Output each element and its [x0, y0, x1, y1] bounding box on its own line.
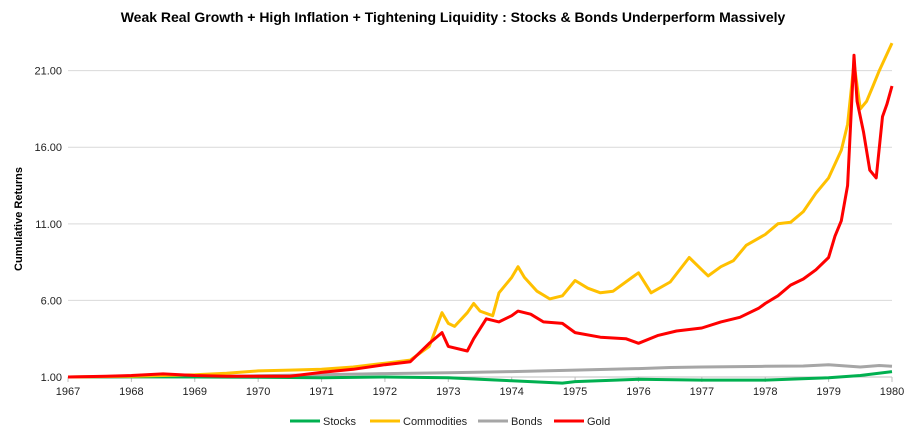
legend: Stocks Commodities Bonds Gold: [290, 416, 610, 428]
y-tick-label: 21.00: [34, 66, 62, 78]
y-tick-label: 1.00: [41, 372, 62, 384]
y-ticks: 1.00 6.00 11.00 16.00 21.00: [34, 66, 62, 384]
series-line-commodities: [67, 42, 894, 379]
y-axis-label: Cumulative Returns: [13, 167, 25, 271]
x-tick-label: 1973: [436, 386, 460, 398]
legend-label-gold: Gold: [587, 416, 610, 428]
series-lines: [67, 42, 894, 385]
x-tick-label: 1970: [246, 386, 270, 398]
x-tick-label: 1974: [499, 386, 523, 398]
legend-label-commodities: Commodities: [403, 416, 468, 428]
x-tick-label: 1976: [626, 386, 650, 398]
x-tick-label: 1971: [309, 386, 333, 398]
series-line-gold: [67, 53, 894, 379]
x-tick-label: 1969: [183, 386, 207, 398]
x-tick-label: 1980: [880, 386, 904, 398]
x-tick-label: 1975: [563, 386, 587, 398]
legend-label-bonds: Bonds: [511, 416, 543, 428]
chart-title: Weak Real Growth + High Inflation + Tigh…: [121, 9, 786, 25]
x-tick-label: 1977: [690, 386, 714, 398]
x-tick-label: 1968: [119, 386, 143, 398]
gridlines: [68, 70, 892, 301]
x-tick-label: 1967: [56, 386, 80, 398]
x-ticks: 1967 1968 1969 1970 1971 1972 1973 1974 1975 1976…: [56, 377, 904, 398]
y-tick-label: 11.00: [35, 219, 62, 231]
x-tick-label: 1972: [373, 386, 397, 398]
y-tick-label: 16.00: [34, 142, 62, 154]
legend-label-stocks: Stocks: [323, 416, 357, 428]
x-tick-label: 1978: [753, 386, 777, 398]
y-tick-label: 6.00: [41, 295, 62, 307]
x-tick-label: 1979: [816, 386, 840, 398]
